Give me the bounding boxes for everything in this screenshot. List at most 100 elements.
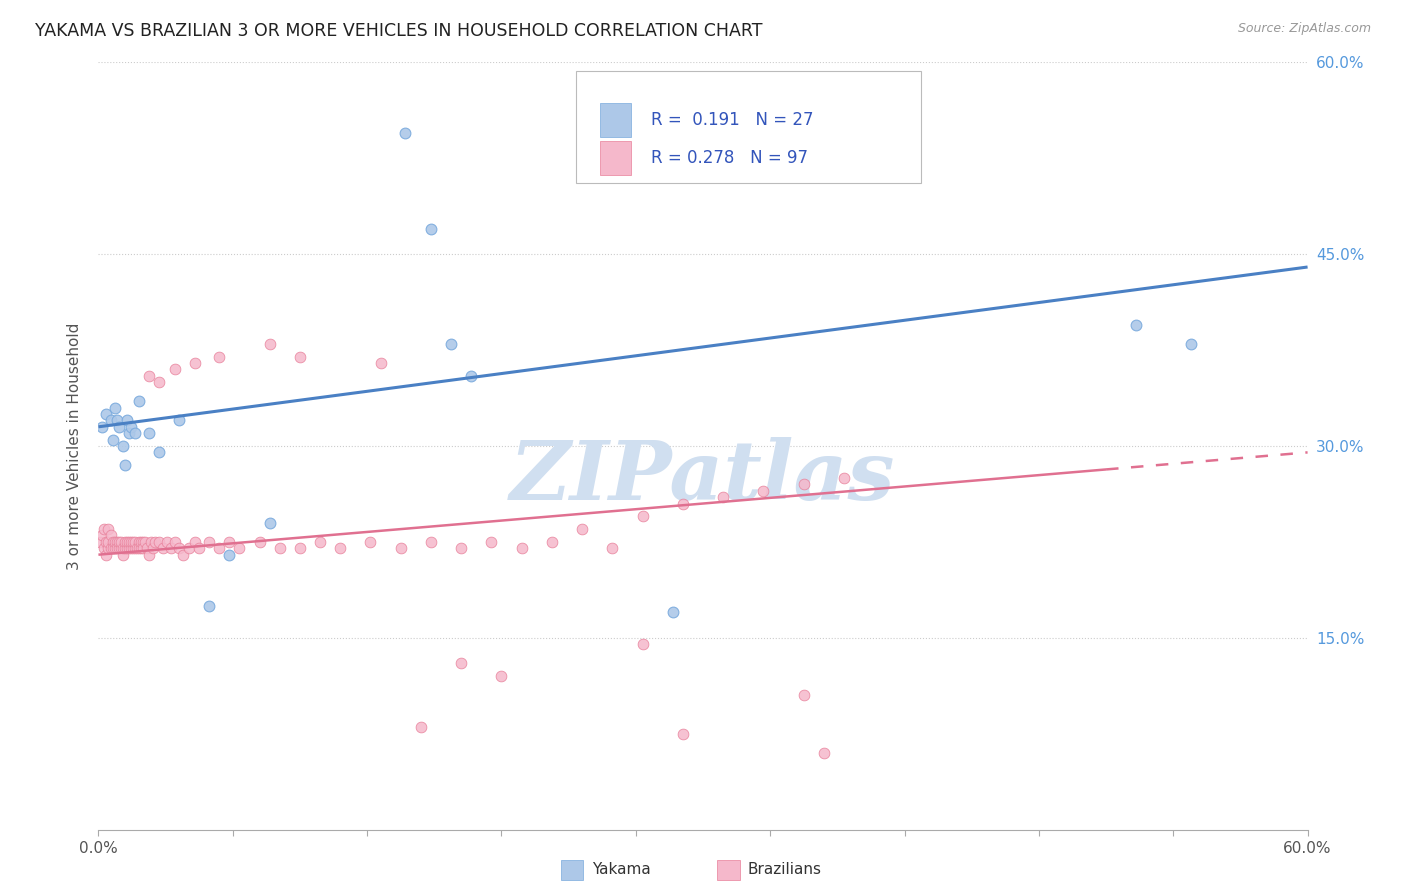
Point (124, 541, 146, 556)
Point (138, 548, 160, 562)
Point (93, 541, 115, 556)
Point (118, 534, 141, 549)
Point (491, 669, 513, 683)
Point (118, 426, 141, 441)
Point (288, 350, 311, 364)
Point (120, 420, 142, 434)
Point (793, 689, 815, 703)
Point (661, 605, 683, 619)
Point (249, 534, 271, 549)
Point (120, 534, 142, 549)
Text: Yakama: Yakama (592, 863, 651, 877)
Point (450, 541, 472, 556)
Point (111, 541, 134, 556)
Point (631, 509, 654, 524)
Point (309, 534, 332, 549)
Point (97, 534, 120, 549)
Point (179, 541, 201, 556)
Point (105, 413, 128, 427)
Point (100, 541, 122, 556)
Point (259, 516, 281, 530)
Point (148, 445, 170, 459)
Point (1125, 318, 1147, 332)
Point (460, 368, 482, 383)
Point (97, 541, 120, 556)
Point (101, 433, 124, 447)
Point (152, 541, 174, 556)
Text: ZIPatlas: ZIPatlas (510, 437, 896, 516)
Point (370, 356, 392, 370)
Point (89, 534, 111, 549)
Text: Source: ZipAtlas.com: Source: ZipAtlas.com (1237, 22, 1371, 36)
Point (752, 483, 775, 498)
Point (218, 548, 240, 562)
Point (135, 541, 157, 556)
Point (440, 336, 463, 351)
Point (389, 541, 412, 556)
Point (120, 541, 142, 556)
Point (631, 637, 654, 651)
Point (198, 534, 221, 549)
Point (156, 534, 179, 549)
Point (111, 548, 134, 562)
Point (167, 541, 190, 556)
Point (143, 534, 166, 549)
Point (184, 534, 207, 549)
Point (129, 541, 152, 556)
Point (105, 534, 128, 549)
Point (107, 541, 129, 556)
Point (96, 534, 118, 549)
Point (288, 541, 311, 556)
Point (142, 541, 165, 556)
Point (602, 541, 624, 556)
Point (198, 599, 221, 613)
Point (672, 496, 695, 510)
Point (93, 522, 115, 536)
Text: R = 0.278   N = 97: R = 0.278 N = 97 (651, 149, 808, 167)
Point (360, 534, 382, 549)
Point (167, 413, 190, 427)
Point (96, 407, 118, 421)
Point (114, 534, 136, 549)
Point (228, 541, 250, 556)
Point (110, 541, 132, 556)
Point (115, 534, 138, 549)
Point (208, 541, 231, 556)
Point (394, 126, 416, 140)
Point (138, 426, 160, 441)
Point (420, 221, 443, 235)
Point (128, 394, 150, 409)
Point (129, 534, 152, 549)
Point (100, 528, 122, 542)
Point (832, 471, 855, 485)
Point (269, 541, 291, 556)
Point (711, 490, 734, 504)
Point (172, 548, 194, 562)
Point (114, 541, 136, 556)
Point (101, 534, 124, 549)
Point (124, 534, 146, 549)
Point (107, 420, 129, 434)
Point (121, 541, 143, 556)
Point (103, 401, 125, 415)
Point (114, 458, 136, 473)
Point (132, 541, 155, 556)
Point (103, 541, 125, 556)
Point (100, 413, 122, 427)
Point (118, 541, 141, 556)
Point (409, 720, 432, 734)
Point (128, 541, 150, 556)
Point (163, 362, 186, 376)
Y-axis label: 3 or more Vehicles in Household: 3 or more Vehicles in Household (67, 322, 83, 570)
Point (540, 534, 562, 549)
Point (96, 548, 118, 562)
Point (481, 534, 503, 549)
Point (103, 534, 125, 549)
Point (813, 746, 835, 760)
Text: YAKAMA VS BRAZILIAN 3 OR MORE VEHICLES IN HOUSEHOLD CORRELATION CHART: YAKAMA VS BRAZILIAN 3 OR MORE VEHICLES I… (35, 22, 762, 40)
Point (97, 522, 120, 536)
Point (91, 420, 114, 434)
Point (188, 541, 211, 556)
Point (115, 541, 138, 556)
Point (111, 439, 134, 453)
